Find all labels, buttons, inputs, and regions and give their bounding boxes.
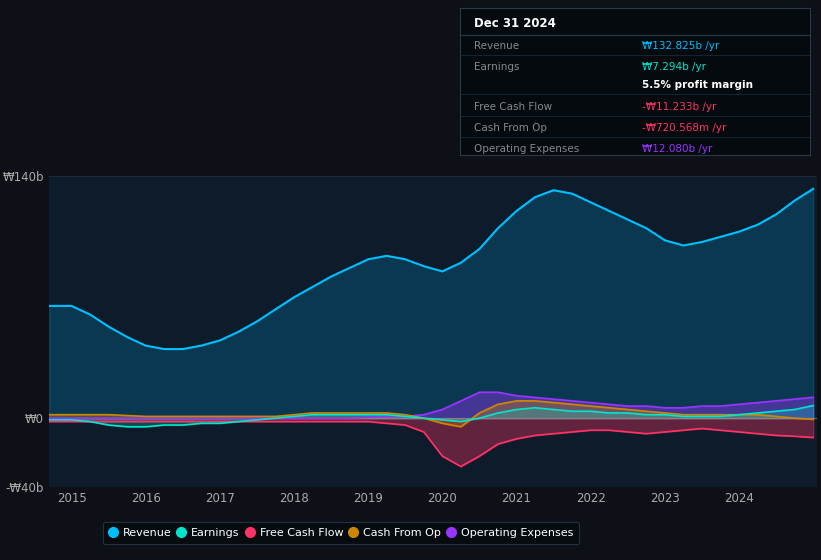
Text: Cash From Op: Cash From Op [474,123,547,133]
Text: Operating Expenses: Operating Expenses [474,144,579,154]
Text: ₩7.294b /yr: ₩7.294b /yr [642,62,705,72]
Text: Earnings: Earnings [474,62,519,72]
Text: -₩11.233b /yr: -₩11.233b /yr [642,101,716,111]
Text: 5.5% profit margin: 5.5% profit margin [642,80,753,90]
Legend: Revenue, Earnings, Free Cash Flow, Cash From Op, Operating Expenses: Revenue, Earnings, Free Cash Flow, Cash … [103,522,580,544]
Text: ₩12.080b /yr: ₩12.080b /yr [642,144,712,154]
Text: Revenue: Revenue [474,41,519,50]
Text: Free Cash Flow: Free Cash Flow [474,101,552,111]
Text: -₩720.568m /yr: -₩720.568m /yr [642,123,726,133]
Text: ₩132.825b /yr: ₩132.825b /yr [642,41,719,50]
Text: Dec 31 2024: Dec 31 2024 [474,17,556,30]
